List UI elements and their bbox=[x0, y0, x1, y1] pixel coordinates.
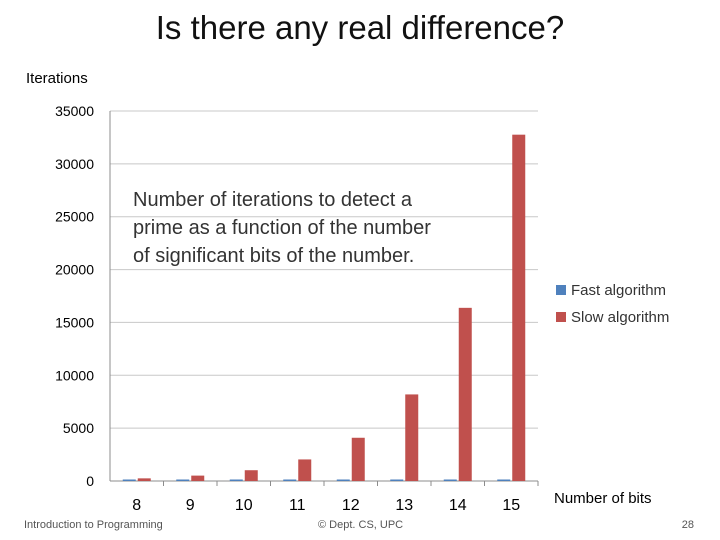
y-tick-label: 35000 bbox=[55, 103, 94, 119]
x-tick-label: 15 bbox=[502, 497, 520, 514]
bar-slow bbox=[458, 307, 472, 481]
bar-fast bbox=[176, 479, 190, 481]
footer-copyright: © Dept. CS, UPC bbox=[318, 519, 404, 531]
chart-annotation-line: of significant bits of the number. bbox=[133, 245, 414, 267]
bar-slow bbox=[244, 470, 258, 481]
y-axis-label: Iterations bbox=[26, 70, 88, 87]
page-number: 28 bbox=[681, 519, 694, 531]
x-tick-label: 9 bbox=[186, 497, 195, 514]
y-tick-label: 15000 bbox=[55, 314, 94, 330]
x-axis-label: Number of bits bbox=[554, 490, 652, 507]
x-tick-label: 10 bbox=[235, 497, 253, 514]
chart-annotation-line: prime as a function of the number bbox=[133, 217, 431, 239]
bar-fast bbox=[122, 479, 136, 481]
y-tick-label: 0 bbox=[86, 473, 94, 489]
bar-slow bbox=[351, 437, 365, 481]
legend-swatch bbox=[556, 312, 566, 322]
bar-slow bbox=[298, 459, 312, 481]
bar-fast bbox=[390, 479, 404, 481]
x-tick-label: 13 bbox=[395, 497, 413, 514]
x-tick-label: 14 bbox=[449, 497, 467, 514]
slide-title: Is there any real difference? bbox=[155, 9, 565, 46]
bar-fast bbox=[283, 479, 297, 481]
legend-swatch bbox=[556, 285, 566, 295]
bar-slow bbox=[191, 475, 205, 481]
bar-slow bbox=[512, 134, 526, 481]
bar-slow bbox=[137, 478, 151, 481]
legend-label: Fast algorithm bbox=[571, 282, 666, 299]
bar-fast bbox=[336, 479, 350, 481]
bar-slow bbox=[405, 394, 419, 481]
bar-fast bbox=[229, 479, 243, 481]
x-tick-label: 8 bbox=[132, 497, 141, 514]
bar-fast bbox=[443, 479, 457, 481]
x-tick-label: 11 bbox=[289, 497, 306, 514]
legend-label: Slow algorithm bbox=[571, 309, 669, 326]
y-tick-label: 25000 bbox=[55, 209, 94, 225]
chart-annotation-line: Number of iterations to detect a bbox=[133, 189, 413, 211]
bar-fast bbox=[497, 479, 511, 481]
y-tick-label: 5000 bbox=[63, 420, 94, 436]
y-tick-label: 20000 bbox=[55, 262, 94, 278]
footer-course: Introduction to Programming bbox=[24, 519, 163, 531]
y-tick-label: 30000 bbox=[55, 156, 94, 172]
y-tick-label: 10000 bbox=[55, 367, 94, 383]
x-tick-label: 12 bbox=[342, 497, 360, 514]
